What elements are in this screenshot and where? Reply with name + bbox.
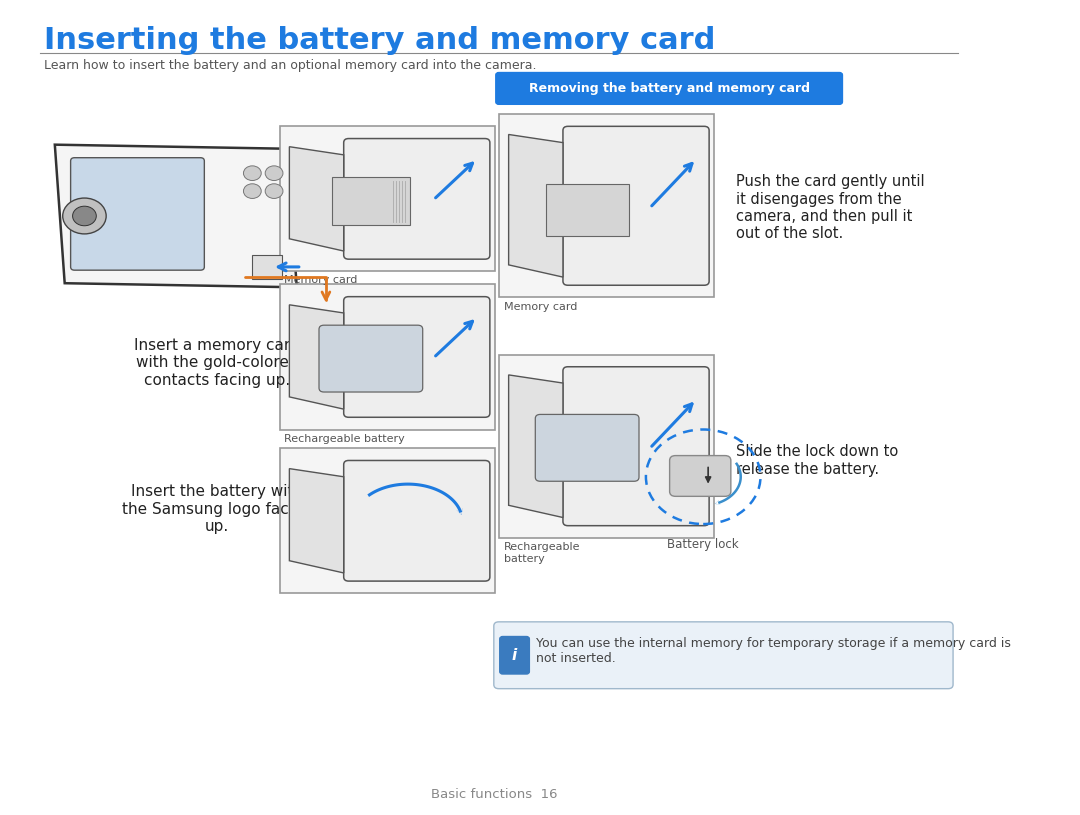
FancyBboxPatch shape	[670, 456, 731, 496]
Text: Rechargeable battery: Rechargeable battery	[284, 434, 405, 443]
Text: Learn how to insert the battery and an optional memory card into the camera.: Learn how to insert the battery and an o…	[44, 59, 537, 72]
Text: Slide the lock down to
release the battery.: Slide the lock down to release the batte…	[735, 444, 899, 477]
Bar	[280, 126, 495, 271]
FancyBboxPatch shape	[343, 139, 490, 259]
Bar	[253, 254, 282, 279]
Polygon shape	[289, 469, 343, 573]
Text: Rechargeable
battery: Rechargeable battery	[503, 542, 580, 564]
Circle shape	[243, 184, 261, 199]
Text: Memory card: Memory card	[284, 275, 357, 285]
Text: You can use the internal memory for temporary storage if a memory card is
not in: You can use the internal memory for temp…	[537, 637, 1011, 664]
Circle shape	[266, 166, 283, 181]
Text: Insert a memory card
with the gold-colored
contacts facing up.: Insert a memory card with the gold-color…	[134, 337, 300, 388]
FancyBboxPatch shape	[546, 184, 630, 236]
Text: i: i	[512, 648, 517, 663]
FancyBboxPatch shape	[536, 414, 639, 481]
Bar	[499, 114, 714, 297]
Text: Push the card gently until
it disengages from the
camera, and then pull it
out o: Push the card gently until it disengages…	[735, 174, 924, 241]
FancyBboxPatch shape	[343, 460, 490, 581]
FancyBboxPatch shape	[496, 73, 842, 104]
Bar	[280, 284, 495, 430]
FancyBboxPatch shape	[319, 325, 422, 392]
FancyBboxPatch shape	[332, 177, 410, 225]
Circle shape	[243, 166, 261, 181]
Circle shape	[72, 206, 96, 226]
FancyBboxPatch shape	[343, 297, 490, 417]
FancyBboxPatch shape	[500, 637, 529, 674]
Text: Battery lock: Battery lock	[667, 538, 739, 551]
Circle shape	[266, 184, 283, 199]
Text: Inserting the battery and memory card: Inserting the battery and memory card	[44, 26, 716, 55]
Bar	[280, 448, 495, 593]
Text: Memory card: Memory card	[503, 302, 577, 311]
Text: Basic functions  16: Basic functions 16	[431, 788, 557, 801]
Polygon shape	[509, 375, 563, 518]
FancyBboxPatch shape	[494, 622, 953, 689]
Text: Insert the battery with
the Samsung logo facing
up.: Insert the battery with the Samsung logo…	[122, 484, 312, 535]
Polygon shape	[289, 305, 343, 409]
Text: Removing the battery and memory card: Removing the battery and memory card	[528, 82, 810, 95]
Polygon shape	[509, 134, 563, 277]
Bar	[499, 355, 714, 538]
FancyBboxPatch shape	[563, 367, 710, 526]
FancyBboxPatch shape	[70, 158, 204, 271]
Polygon shape	[289, 147, 343, 251]
Circle shape	[63, 198, 106, 234]
FancyBboxPatch shape	[563, 126, 710, 285]
Polygon shape	[55, 145, 297, 288]
